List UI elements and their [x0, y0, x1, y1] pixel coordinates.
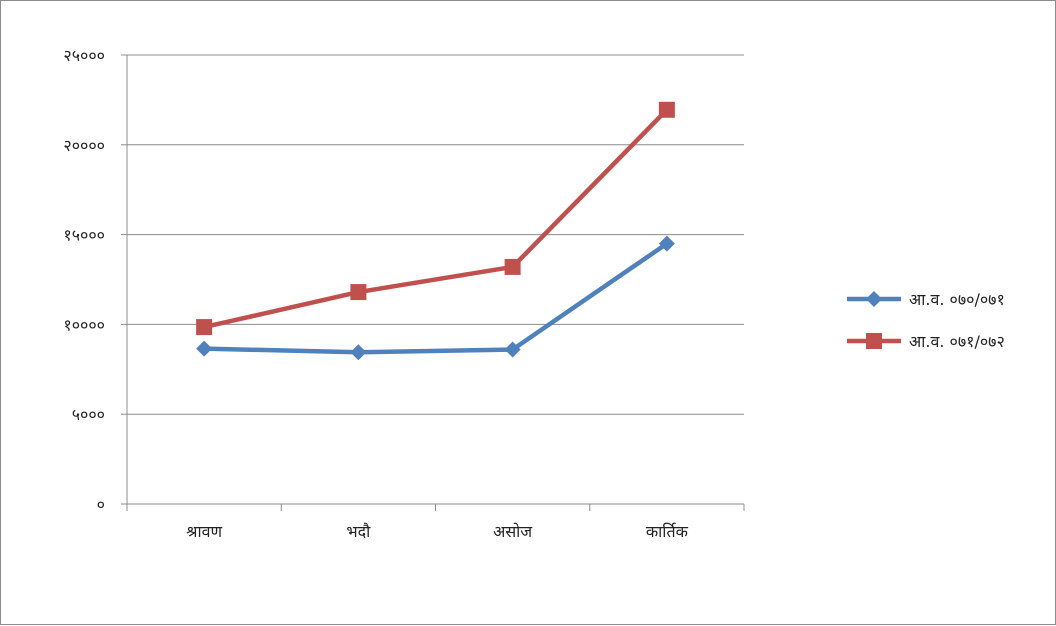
- x-tick-label: श्रावण: [186, 522, 222, 541]
- y-tick-label: ०: [97, 495, 105, 514]
- series-2: [196, 101, 675, 336]
- series: [196, 101, 675, 361]
- data-point: [196, 340, 213, 357]
- data-point: [658, 235, 675, 252]
- legend: आ.व. ०७०/०७१ आ.व. ०७१/०७२: [847, 290, 1005, 351]
- series-line: [204, 241, 669, 355]
- x-tick-label: कार्तिक: [646, 522, 689, 541]
- y-tick-label: २५०००: [63, 46, 105, 65]
- data-point: [504, 341, 521, 358]
- series-line: [203, 108, 669, 330]
- y-tick-label: १५०००: [63, 226, 105, 245]
- data-point: [658, 101, 675, 118]
- legend-marker: [866, 333, 882, 349]
- data-point: [350, 284, 367, 301]
- legend-item: आ.व. ०७१/०७२: [847, 332, 1005, 351]
- series-1: [196, 235, 675, 361]
- x-tick-label: भदौ: [346, 522, 371, 541]
- y-tick-label: १००००: [63, 315, 105, 334]
- x-axis-ticks: श्रावण भदौ असोज कार्तिक: [126, 504, 745, 541]
- legend-label: आ.व. ०७०/०७१: [909, 290, 1005, 309]
- y-axis-ticks: ० ५००० १०००० १५००० २०००० २५०००: [63, 46, 127, 514]
- y-tick-label: २००००: [63, 136, 105, 155]
- x-tick-label: असोज: [493, 522, 533, 541]
- y-tick-label: ५०००: [72, 405, 105, 424]
- gridlines: [127, 54, 744, 415]
- legend-item: आ.व. ०७०/०७१: [847, 290, 1005, 309]
- data-point: [504, 258, 521, 275]
- legend-marker: [866, 291, 882, 307]
- legend-label: आ.व. ०७१/०७२: [909, 332, 1005, 351]
- data-point: [350, 344, 367, 361]
- data-point: [196, 319, 213, 336]
